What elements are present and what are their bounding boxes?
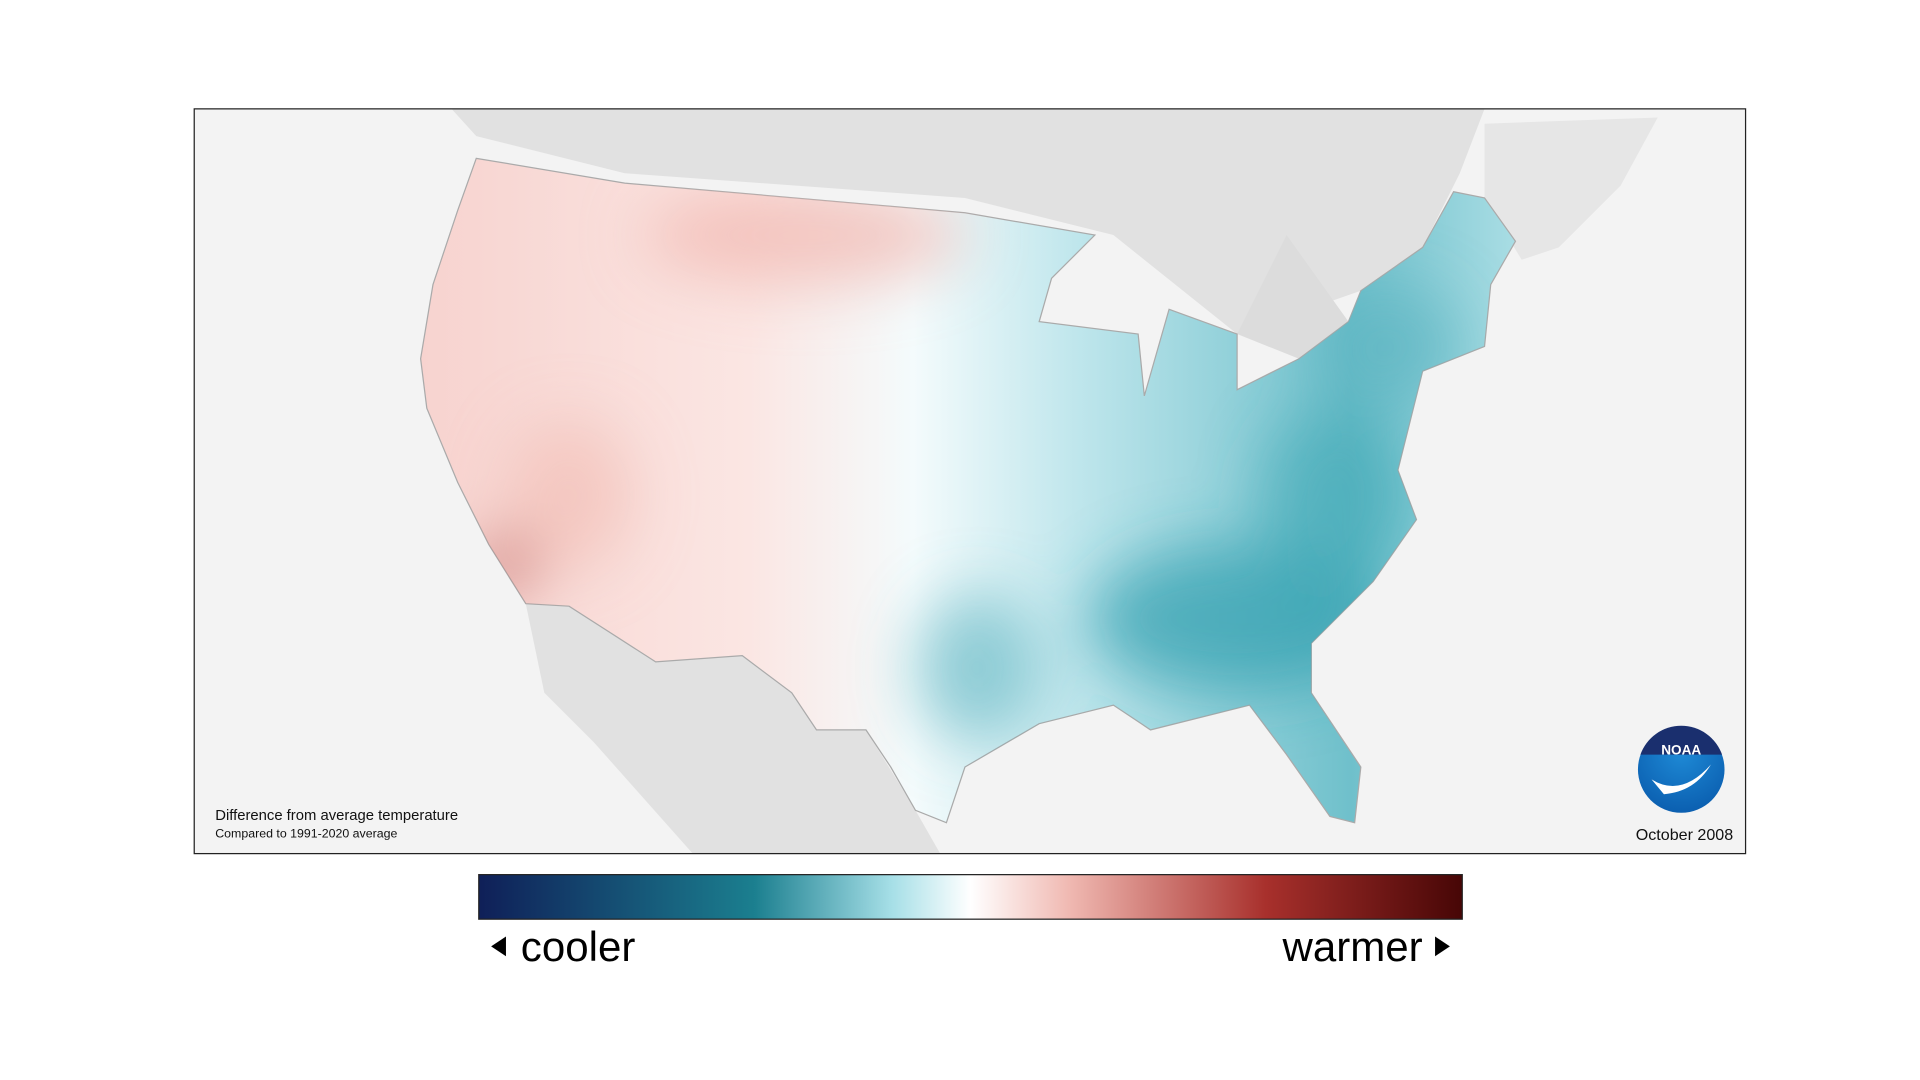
color-scale <box>478 874 1463 920</box>
map-area <box>194 108 1746 854</box>
logo-top <box>1640 725 1723 755</box>
mexico <box>525 603 941 854</box>
great-lakes <box>1237 235 1349 359</box>
legend-high: warmer <box>1282 923 1423 970</box>
legend-low: cooler <box>521 923 636 970</box>
arrow-right <box>1435 936 1450 957</box>
map-frame <box>193 108 1747 855</box>
noaa-logo: NOAA <box>1637 725 1725 813</box>
canada-east <box>1484 117 1658 260</box>
logo-text: NOAA <box>1661 743 1701 758</box>
arrow-left <box>491 936 506 957</box>
date: October 2008 <box>1636 826 1733 844</box>
canada <box>451 108 1485 335</box>
subcaption: Compared to 1991-2020 average <box>215 827 397 841</box>
caption: Difference from average temperature <box>215 808 458 824</box>
logo-bird <box>1651 764 1711 795</box>
